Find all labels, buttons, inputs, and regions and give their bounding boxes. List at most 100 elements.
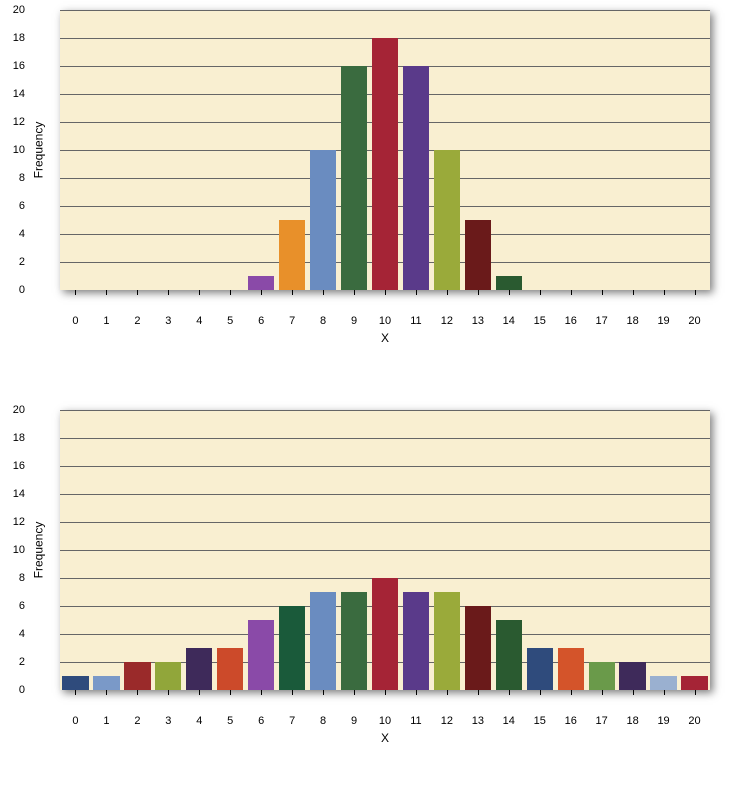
bar	[650, 676, 676, 690]
y-tick-label: 4	[19, 228, 25, 240]
x-tick-mark	[261, 290, 262, 295]
bar	[248, 620, 274, 690]
bar	[124, 662, 150, 690]
x-tick-mark	[230, 690, 231, 695]
y-tick-label: 6	[19, 200, 25, 212]
y-tick-label: 2	[19, 656, 25, 668]
bar	[403, 592, 429, 690]
x-tick-mark	[416, 290, 417, 295]
x-tick-label: 13	[472, 315, 484, 327]
x-tick-mark	[292, 690, 293, 695]
x-tick-label: 4	[196, 315, 202, 327]
x-tick-label: 11	[410, 715, 421, 727]
bar	[465, 220, 491, 290]
x-tick-mark	[478, 290, 479, 295]
bar	[589, 662, 615, 690]
x-tick-label: 14	[503, 315, 515, 327]
bar	[434, 592, 460, 690]
y-tick-label: 10	[13, 144, 25, 156]
x-tick-label: 5	[227, 315, 233, 327]
x-tick-mark	[354, 690, 355, 695]
bar	[248, 276, 274, 290]
x-tick-label: 8	[320, 315, 326, 327]
x-tick-label: 2	[134, 715, 140, 727]
bar	[496, 276, 522, 290]
x-tick-label: 6	[258, 715, 264, 727]
y-tick-label: 0	[19, 284, 25, 296]
x-tick-mark	[75, 290, 76, 295]
x-tick-mark	[137, 690, 138, 695]
y-axis-label: Frequency	[31, 122, 45, 179]
x-tick-label: 12	[441, 715, 453, 727]
y-tick-label: 18	[13, 432, 25, 444]
y-tick-label: 4	[19, 628, 25, 640]
x-tick-label: 16	[565, 715, 577, 727]
grid-line	[60, 410, 710, 411]
bar	[155, 662, 181, 690]
bar	[279, 606, 305, 690]
x-tick-mark	[633, 690, 634, 695]
y-tick-label: 14	[13, 488, 25, 500]
x-tick-label: 20	[688, 715, 700, 727]
y-axis-label: Frequency	[31, 522, 45, 579]
y-tick-label: 10	[13, 544, 25, 556]
x-tick-label: 19	[657, 715, 669, 727]
y-tick-label: 8	[19, 172, 25, 184]
x-tick-mark	[664, 690, 665, 695]
x-tick-label: 15	[534, 315, 546, 327]
x-tick-mark	[199, 290, 200, 295]
x-tick-mark	[540, 290, 541, 295]
x-tick-mark	[571, 290, 572, 295]
y-tick-label: 18	[13, 32, 25, 44]
bar	[619, 662, 645, 690]
x-tick-label: 7	[289, 715, 295, 727]
bar	[93, 676, 119, 690]
x-tick-label: 5	[227, 715, 233, 727]
x-tick-mark	[447, 290, 448, 295]
x-tick-label: 4	[196, 715, 202, 727]
x-tick-label: 20	[688, 315, 700, 327]
bar	[434, 150, 460, 290]
x-tick-label: 1	[103, 715, 109, 727]
x-tick-mark	[416, 690, 417, 695]
y-tick-label: 2	[19, 256, 25, 268]
y-tick-label: 16	[13, 460, 25, 472]
x-tick-mark	[602, 290, 603, 295]
bar	[310, 592, 336, 690]
bar	[310, 150, 336, 290]
grid-line	[60, 494, 710, 495]
bar	[558, 648, 584, 690]
frequency-histogram-bottom: 0246810121416182001234567891011121314151…	[60, 410, 710, 690]
x-tick-label: 9	[351, 715, 357, 727]
x-tick-mark	[695, 690, 696, 695]
x-tick-label: 10	[379, 715, 391, 727]
x-tick-mark	[168, 690, 169, 695]
x-tick-mark	[137, 290, 138, 295]
bar	[217, 648, 243, 690]
x-tick-mark	[447, 690, 448, 695]
bar	[279, 220, 305, 290]
bar	[341, 66, 367, 290]
y-tick-label: 20	[13, 404, 25, 416]
x-tick-mark	[571, 690, 572, 695]
x-tick-label: 18	[626, 315, 638, 327]
x-tick-mark	[633, 290, 634, 295]
x-tick-label: 17	[596, 315, 608, 327]
y-tick-label: 12	[13, 516, 25, 528]
bar	[186, 648, 212, 690]
x-tick-label: 10	[379, 315, 391, 327]
bar	[62, 676, 88, 690]
y-tick-label: 6	[19, 600, 25, 612]
x-tick-label: 15	[534, 715, 546, 727]
bar	[465, 606, 491, 690]
y-tick-label: 20	[13, 4, 25, 16]
x-tick-label: 11	[410, 315, 421, 327]
x-tick-mark	[509, 290, 510, 295]
x-tick-label: 18	[626, 715, 638, 727]
x-tick-mark	[261, 690, 262, 695]
x-tick-mark	[354, 290, 355, 295]
x-tick-mark	[199, 690, 200, 695]
y-tick-label: 8	[19, 572, 25, 584]
x-tick-mark	[664, 290, 665, 295]
x-tick-mark	[540, 690, 541, 695]
